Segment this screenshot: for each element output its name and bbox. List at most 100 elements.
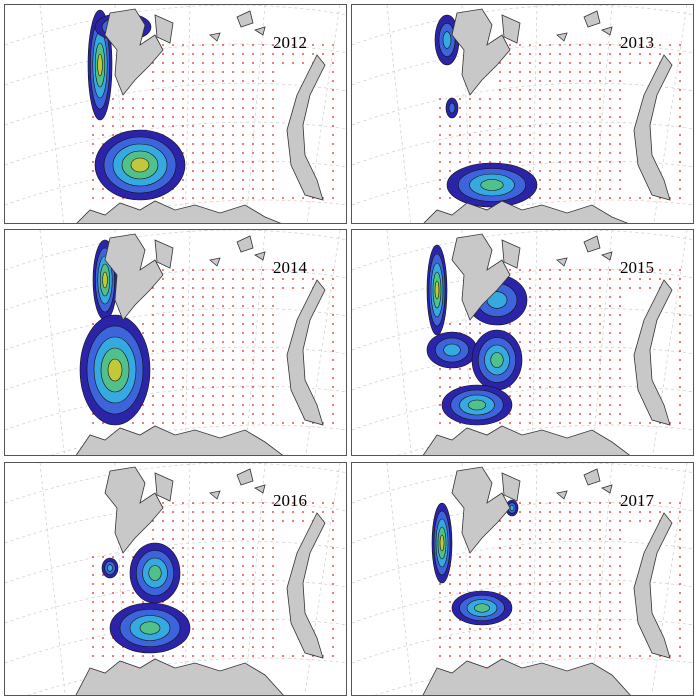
sample-dot bbox=[619, 269, 621, 271]
sample-dot bbox=[312, 269, 314, 271]
sample-dot bbox=[609, 529, 611, 531]
sample-dot bbox=[262, 71, 264, 73]
sample-dot bbox=[579, 655, 581, 657]
sample-dot bbox=[529, 646, 531, 648]
sample-dot bbox=[679, 547, 681, 549]
sample-dot bbox=[212, 511, 214, 513]
sample-dot bbox=[242, 287, 244, 289]
sample-dot bbox=[262, 547, 264, 549]
sample-dot bbox=[242, 368, 244, 370]
sample-dot bbox=[499, 71, 501, 73]
sample-dot bbox=[519, 269, 521, 271]
sample-dot bbox=[212, 71, 214, 73]
sample-dot bbox=[599, 188, 601, 190]
sample-dot bbox=[649, 655, 651, 657]
sample-dot bbox=[569, 98, 571, 100]
sample-dot bbox=[519, 619, 521, 621]
sample-dot bbox=[192, 422, 194, 424]
sample-dot bbox=[609, 368, 611, 370]
sample-dot bbox=[619, 170, 621, 172]
sample-dot bbox=[679, 323, 681, 325]
sample-dot bbox=[549, 188, 551, 190]
sample-dot bbox=[579, 89, 581, 91]
sample-dot bbox=[619, 565, 621, 567]
sample-dot bbox=[152, 359, 154, 361]
sample-dot bbox=[222, 368, 224, 370]
sample-dot bbox=[579, 341, 581, 343]
sample-dot bbox=[549, 125, 551, 127]
sample-dot bbox=[242, 98, 244, 100]
sample-dot bbox=[549, 53, 551, 55]
sample-dot bbox=[499, 583, 501, 585]
sample-dot bbox=[669, 44, 671, 46]
sample-dot bbox=[619, 314, 621, 316]
sample-dot bbox=[262, 556, 264, 558]
sample-dot bbox=[569, 323, 571, 325]
svalbard bbox=[104, 233, 164, 321]
sample-dot bbox=[212, 179, 214, 181]
graticule bbox=[5, 268, 346, 311]
sample-dot bbox=[519, 116, 521, 118]
sample-dot bbox=[489, 565, 491, 567]
sample-dot bbox=[262, 179, 264, 181]
sample-dot bbox=[222, 646, 224, 648]
sample-dot bbox=[589, 386, 591, 388]
sample-dot bbox=[569, 296, 571, 298]
sample-dot bbox=[192, 287, 194, 289]
sample-dot bbox=[202, 170, 204, 172]
sample-dot bbox=[262, 368, 264, 370]
sample-dot bbox=[272, 152, 274, 154]
sample-dot bbox=[292, 62, 294, 64]
sample-dot bbox=[449, 655, 451, 657]
sample-dot bbox=[469, 655, 471, 657]
sample-dot bbox=[92, 619, 94, 621]
sample-dot bbox=[449, 143, 451, 145]
sample-dot bbox=[182, 179, 184, 181]
sample-dot bbox=[332, 197, 334, 199]
sample-dot bbox=[252, 556, 254, 558]
sample-dot bbox=[212, 107, 214, 109]
sample-dot bbox=[519, 646, 521, 648]
sample-dot bbox=[112, 646, 114, 648]
sample-dot bbox=[589, 547, 591, 549]
sample-dot bbox=[679, 269, 681, 271]
sample-dot bbox=[569, 125, 571, 127]
sample-dot bbox=[609, 179, 611, 181]
sample-dot bbox=[649, 53, 651, 55]
sample-dot bbox=[599, 520, 601, 522]
sample-dot bbox=[232, 134, 234, 136]
sample-dot bbox=[212, 520, 214, 522]
sample-dot bbox=[332, 592, 334, 594]
graticule bbox=[39, 230, 65, 455]
sample-dot bbox=[332, 368, 334, 370]
sample-dot bbox=[509, 574, 511, 576]
sample-dot bbox=[549, 107, 551, 109]
sample-dot bbox=[332, 125, 334, 127]
sample-dot bbox=[559, 377, 561, 379]
sample-dot bbox=[132, 601, 134, 603]
sample-dot bbox=[469, 646, 471, 648]
sample-dot bbox=[182, 413, 184, 415]
sample-dot bbox=[202, 601, 204, 603]
sample-dot bbox=[509, 619, 511, 621]
sample-dot bbox=[609, 601, 611, 603]
sample-dot bbox=[589, 628, 591, 630]
sample-dot bbox=[272, 89, 274, 91]
sample-dot bbox=[212, 44, 214, 46]
sample-dot bbox=[559, 628, 561, 630]
sample-dot bbox=[539, 359, 541, 361]
sample-dot bbox=[539, 314, 541, 316]
sample-dot bbox=[172, 314, 174, 316]
sample-dot bbox=[162, 511, 164, 513]
sample-dot bbox=[579, 592, 581, 594]
sample-dot bbox=[549, 556, 551, 558]
sample-dot bbox=[222, 565, 224, 567]
island bbox=[501, 14, 521, 44]
sample-dot bbox=[302, 287, 304, 289]
sample-dot bbox=[242, 350, 244, 352]
sample-dot bbox=[202, 556, 204, 558]
density-contour bbox=[509, 505, 515, 511]
sample-dot bbox=[252, 646, 254, 648]
density-contour bbox=[467, 399, 487, 411]
graticule bbox=[591, 463, 613, 694]
